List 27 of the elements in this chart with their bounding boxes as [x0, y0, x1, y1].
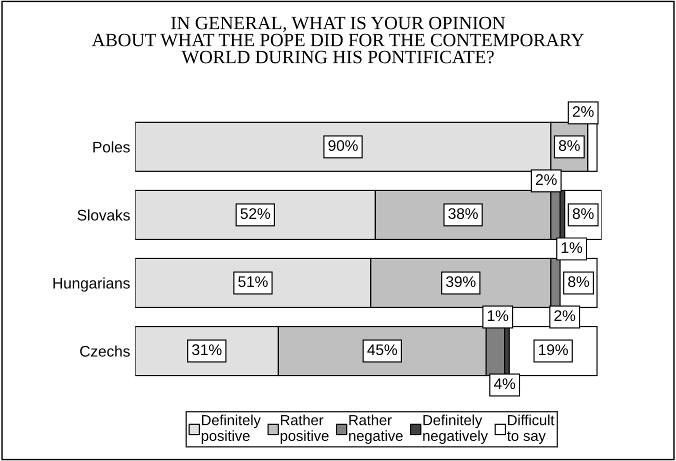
- data-label: 2%: [554, 310, 576, 322]
- legend-label: Definitely negatively: [423, 414, 488, 444]
- legend-label: Definitely positive: [202, 414, 261, 444]
- data-label: 1%: [562, 242, 582, 253]
- data-label: 45%: [367, 344, 398, 356]
- data-label: 31%: [192, 344, 222, 356]
- legend-label: Rather positive: [280, 414, 329, 444]
- y-tick-label: Slovaks: [78, 209, 130, 221]
- data-label: 90%: [328, 140, 358, 151]
- y-tick-label: Poles: [93, 141, 130, 153]
- data-label: 4%: [494, 378, 516, 390]
- data-label: 1%: [488, 310, 508, 322]
- data-label: 39%: [446, 276, 476, 288]
- legend-label: Rather negative: [349, 414, 403, 444]
- data-label: 51%: [238, 276, 268, 288]
- data-label: 8%: [568, 276, 590, 288]
- data-label: 2%: [536, 174, 557, 185]
- y-tick-label: Hungarians: [53, 277, 130, 292]
- data-label: 2%: [572, 106, 594, 117]
- data-label: 38%: [448, 208, 478, 220]
- data-label: 8%: [558, 140, 580, 151]
- chart-title: IN GENERAL, WHAT IS YOUR OPINION ABOUT WHAT THE POPE DID FOR THE CONTEMPORARY WORLD DURING HIS PONTIFICATE?: [92, 16, 584, 64]
- data-label: 8%: [572, 208, 594, 220]
- legend-label: Difficult to say: [507, 414, 554, 444]
- data-label: 19%: [539, 344, 568, 356]
- y-tick-label: Czechs: [80, 345, 130, 357]
- data-label: 52%: [240, 208, 270, 220]
